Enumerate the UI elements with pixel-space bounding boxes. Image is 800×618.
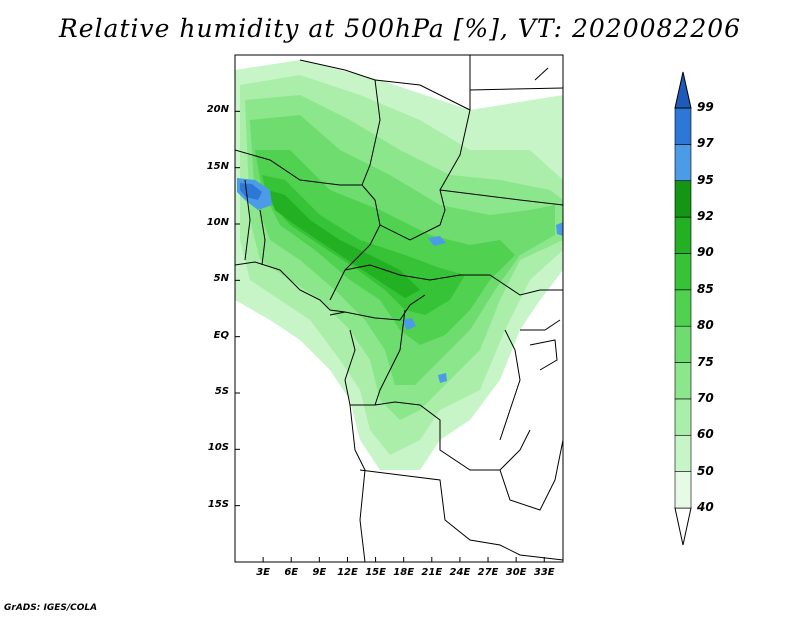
lon-label: 24E (449, 567, 471, 578)
lon-label: 3E (256, 567, 270, 578)
lon-label: 21E (421, 567, 443, 578)
country-borders (235, 55, 563, 562)
lat-label: 15S (207, 498, 229, 510)
lon-label: 30E (505, 567, 527, 578)
colorbar-level-label: 60 (697, 427, 714, 442)
colorbar (674, 71, 692, 546)
chart-title: Relative humidity at 500hPa [%], VT: 202… (58, 14, 742, 43)
colorbar-over-triangle (674, 71, 692, 109)
lon-label: 15E (365, 567, 386, 578)
lat-label: 5S (214, 386, 229, 397)
lon-label: 18E (393, 567, 415, 578)
colorbar-level-label: 80 (697, 318, 714, 333)
colorbar-segment (674, 216, 692, 254)
colorbar-segment (674, 434, 692, 472)
colorbar-segment (674, 289, 692, 327)
rh-spot-central (402, 318, 416, 330)
colorbar-segment (674, 325, 692, 363)
colorbar-segment (674, 144, 692, 182)
lat-label: 10N (206, 217, 229, 228)
colorbar-segment (674, 471, 692, 509)
colorbar-level-label: 85 (697, 281, 714, 296)
colorbar-level-label: 70 (697, 390, 714, 405)
lon-label: 33E (533, 567, 555, 578)
lat-label: EQ (213, 329, 229, 341)
colorbar-level-label: 97 (697, 136, 714, 151)
lat-label: 20N (206, 104, 229, 116)
lon-label: 12E (337, 567, 358, 578)
map-frame (234, 54, 564, 563)
lon-label: 6E (284, 567, 299, 578)
rh-spot-congo (438, 373, 447, 383)
lat-label: 15N (206, 160, 229, 172)
credit-text: GrADS: IGES/COLA (4, 603, 98, 613)
colorbar-segment (674, 180, 692, 218)
colorbar-under-triangle (674, 507, 692, 546)
rh-spot-chad (428, 236, 446, 246)
colorbar-level-label: 99 (697, 100, 714, 114)
colorbar-level-label: 40 (697, 500, 714, 514)
colorbar-level-label: 95 (697, 172, 714, 187)
axis-ticks (235, 110, 545, 562)
lon-label: 9E (312, 567, 327, 578)
colorbar-segment (674, 107, 692, 145)
lat-label: 10S (207, 442, 229, 454)
lon-label: 27E (477, 567, 499, 578)
humidity-field (235, 60, 563, 470)
rh-region-90 (262, 175, 465, 315)
colorbar-segment (674, 398, 692, 436)
rh-region-92 (268, 190, 420, 298)
lat-label: 5N (213, 273, 229, 285)
colorbar-level-label: 50 (697, 463, 714, 478)
rh-spot-east (556, 222, 563, 236)
colorbar-segment (674, 253, 692, 291)
colorbar-level-label: 92 (697, 209, 714, 224)
colorbar-segment (674, 362, 692, 400)
colorbar-level-label: 90 (697, 245, 714, 260)
colorbar-level-label: 75 (697, 354, 714, 369)
